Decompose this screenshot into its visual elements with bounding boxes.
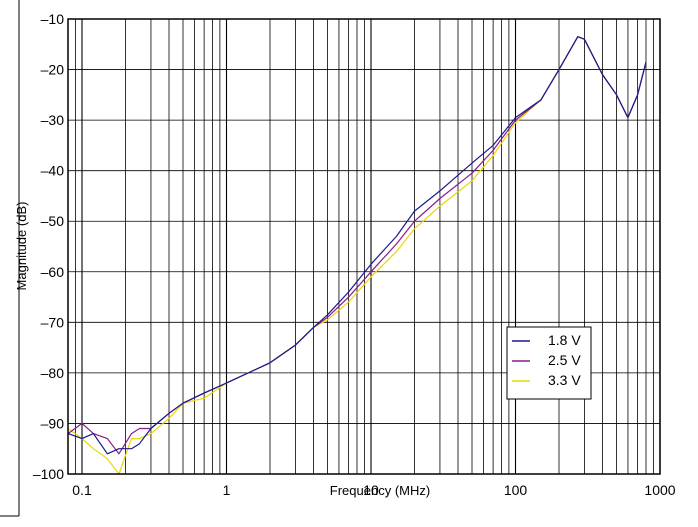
y-tick-label: –40 bbox=[41, 163, 65, 179]
x-tick-label: 1 bbox=[223, 482, 231, 498]
y-tick-label: –20 bbox=[41, 62, 65, 78]
y-tick-label: –50 bbox=[41, 213, 65, 229]
y-tick-label: –70 bbox=[41, 314, 65, 330]
x-axis-label: Frequency (MHz) bbox=[330, 483, 430, 498]
y-axis-label: Magnitude (dB) bbox=[14, 202, 29, 291]
y-tick-label: –30 bbox=[41, 112, 65, 128]
legend-box bbox=[506, 326, 592, 400]
series-line bbox=[67, 36, 647, 455]
y-tick-label: –80 bbox=[41, 365, 65, 381]
x-tick-label: 1000 bbox=[644, 482, 675, 498]
x-tick-label: 10 bbox=[363, 482, 379, 498]
y-tick-label: –90 bbox=[41, 415, 65, 431]
x-tick-label: 0.1 bbox=[72, 482, 92, 498]
legend-label: 1.8 V bbox=[548, 332, 581, 348]
y-tick-label: –60 bbox=[41, 264, 65, 280]
tick-labels: –10 –20 –30 –40 –50 –60 –70 –80 –90 –100 0.1 1 10 100… bbox=[33, 11, 676, 498]
legend-label: 2.5 V bbox=[548, 352, 581, 368]
series-lines bbox=[67, 36, 647, 475]
legend-label: 3.3 V bbox=[548, 372, 581, 388]
y-tick-label: –10 bbox=[41, 11, 65, 27]
plot-area-frame bbox=[67, 18, 661, 475]
x-tick-label: 100 bbox=[504, 482, 528, 498]
legend: 1.8 V 2.5 V 3.3 V bbox=[506, 326, 592, 400]
y-tick-label: –100 bbox=[33, 466, 64, 482]
